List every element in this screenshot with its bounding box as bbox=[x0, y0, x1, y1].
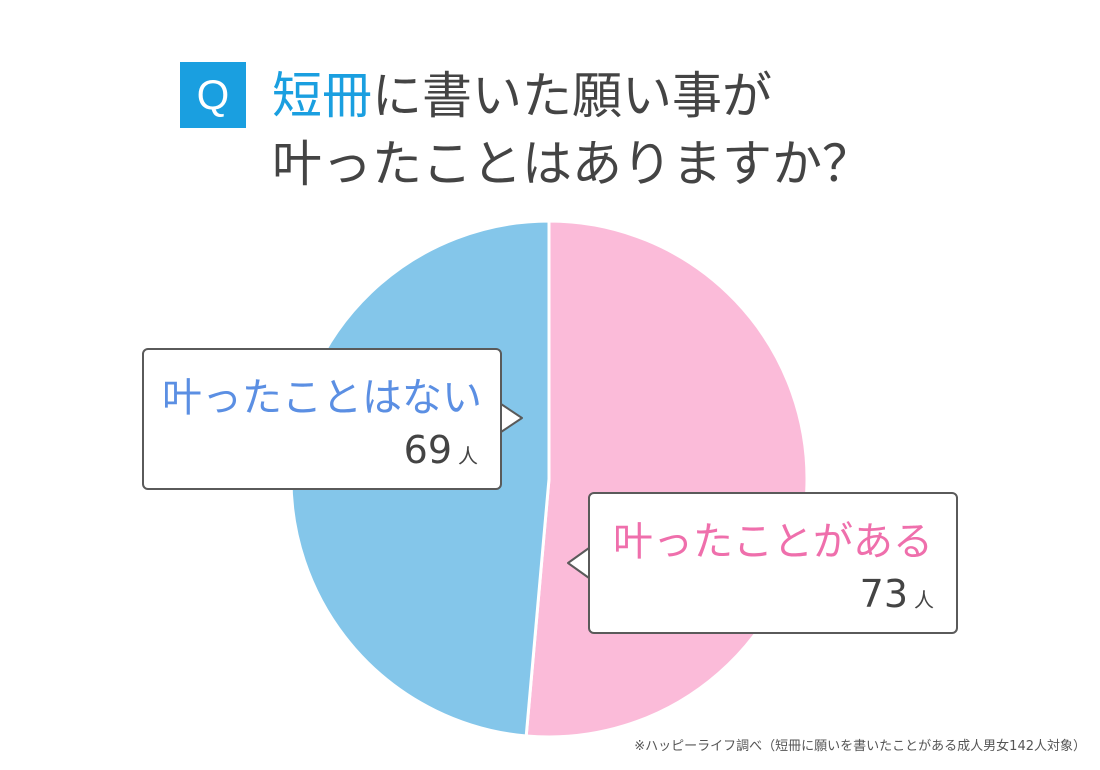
callout-right-pointer bbox=[567, 547, 590, 579]
callout-not-fulfilled: 叶ったことはない 69 人 bbox=[142, 348, 502, 490]
title-line-1-text: に書いた願い事が bbox=[372, 67, 772, 125]
slice-value-not-fulfilled: 69 人 bbox=[404, 428, 478, 478]
slice-value-unit: 人 bbox=[458, 444, 478, 468]
slice-value-unit: 人 bbox=[914, 588, 934, 612]
question-badge: Q bbox=[180, 62, 246, 128]
page-title-line-2: 叶ったことはありますか？ bbox=[272, 135, 872, 193]
slice-value-number: 69 bbox=[403, 428, 452, 472]
slice-value-fulfilled: 73 人 bbox=[860, 572, 934, 622]
title-accent-text: 短冊 bbox=[272, 67, 372, 125]
pie-slice-0 bbox=[524, 219, 809, 739]
callout-fulfilled: 叶ったことがある 73 人 bbox=[588, 492, 958, 634]
slice-value-number: 73 bbox=[859, 572, 908, 616]
slice-label-fulfilled: 叶ったことがある bbox=[613, 519, 933, 565]
page-title-line-1: 短冊に書いた願い事が bbox=[272, 64, 772, 128]
source-footnote: ※ハッピーライフ調べ（短冊に願いを書いたことがある成人男女142人対象） bbox=[634, 739, 1086, 754]
callout-left-pointer bbox=[500, 403, 523, 433]
slice-label-not-fulfilled: 叶ったことはない bbox=[162, 375, 482, 421]
